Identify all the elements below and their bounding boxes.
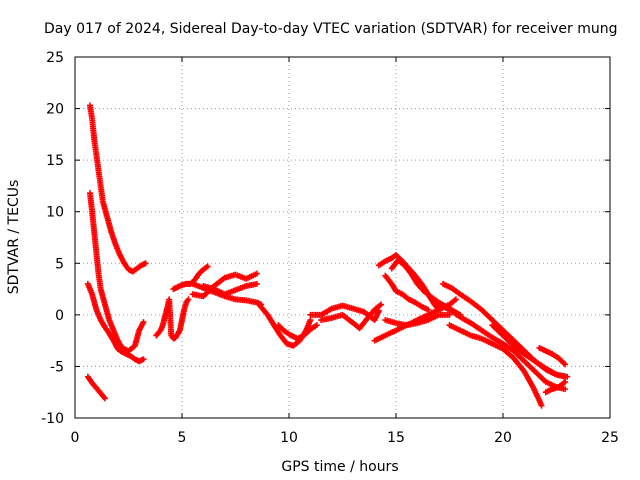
x-tick-label: 10 bbox=[280, 430, 298, 446]
series-arc-b bbox=[86, 190, 147, 354]
data-point bbox=[140, 319, 147, 326]
series-arc-k bbox=[275, 322, 320, 342]
y-tick-label: 5 bbox=[55, 256, 64, 272]
data-point bbox=[253, 270, 260, 277]
data-point bbox=[562, 386, 569, 393]
y-tick-label: 10 bbox=[46, 205, 64, 221]
y-tick-label: -10 bbox=[41, 411, 64, 427]
data-point bbox=[378, 301, 385, 308]
x-tick-label: 25 bbox=[601, 430, 619, 446]
series-arc-c bbox=[84, 280, 147, 365]
series-arc-i bbox=[200, 280, 260, 298]
series-arc-h bbox=[189, 270, 260, 300]
series-arc-t bbox=[435, 301, 569, 393]
data-point bbox=[562, 361, 569, 368]
chart-title: Day 017 of 2024, Sidereal Day-to-day VTE… bbox=[44, 21, 618, 37]
series-arc-q bbox=[382, 272, 432, 313]
data-point bbox=[538, 402, 545, 409]
y-tick-label: 0 bbox=[55, 308, 64, 324]
data-point bbox=[140, 356, 147, 363]
series-arc-a bbox=[86, 102, 149, 275]
data-point bbox=[435, 306, 442, 313]
x-tick-label: 20 bbox=[494, 430, 512, 446]
tick-layer: 0 5 10 15 20 25 -10 -5 0 5 10 15 20 25 bbox=[41, 50, 619, 446]
series-arc-o bbox=[382, 296, 459, 329]
y-tick-label: 20 bbox=[46, 102, 64, 118]
x-tick-label: 15 bbox=[387, 430, 405, 446]
series-arc-j bbox=[256, 301, 314, 349]
series-arc-n bbox=[371, 311, 453, 344]
series-arc-d bbox=[84, 373, 108, 402]
data-point bbox=[204, 263, 211, 270]
data-point bbox=[142, 260, 149, 267]
data-point bbox=[307, 317, 314, 324]
series-arc-f bbox=[170, 263, 211, 293]
x-tick-label: 5 bbox=[178, 430, 187, 446]
data-point bbox=[562, 373, 569, 380]
series-arc-p bbox=[375, 252, 442, 313]
data-point bbox=[253, 280, 260, 287]
y-tick-label: 25 bbox=[46, 50, 64, 66]
series-arc-e bbox=[153, 296, 192, 342]
series-arc-u bbox=[446, 322, 545, 409]
series-arc-x bbox=[542, 378, 569, 396]
data-point bbox=[425, 306, 432, 313]
y-tick-label: -5 bbox=[50, 359, 64, 375]
series-arc-m bbox=[318, 301, 385, 332]
plot-frame bbox=[74, 56, 611, 419]
points-layer bbox=[84, 102, 571, 409]
y-tick-label: 15 bbox=[46, 153, 64, 169]
series-arc-w bbox=[536, 344, 569, 368]
x-axis-label: GPS time / hours bbox=[281, 459, 398, 475]
data-point bbox=[313, 322, 320, 329]
y-axis-label: SDTVAR / TECUs bbox=[6, 180, 22, 295]
series-arc-v bbox=[489, 322, 569, 380]
data-point bbox=[101, 395, 108, 402]
data-point bbox=[446, 311, 453, 318]
x-tick-label: 0 bbox=[71, 430, 80, 446]
data-point bbox=[562, 378, 569, 385]
grid-layer bbox=[75, 57, 610, 418]
data-point bbox=[452, 296, 459, 303]
data-point bbox=[185, 296, 192, 303]
